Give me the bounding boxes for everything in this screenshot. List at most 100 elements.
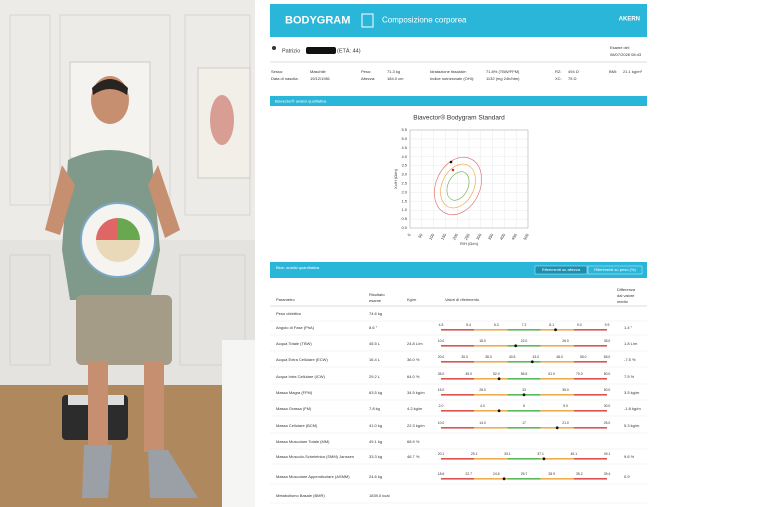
param: Massa Muscolo-Scheletrica (SMM) Janssen: [276, 454, 354, 459]
field-label: Peso:: [361, 69, 371, 74]
x-tick-label: 400: [499, 232, 507, 241]
ref-value: 56.5: [521, 372, 528, 376]
result: 45.5 L: [369, 341, 381, 346]
ref-segment: [441, 410, 475, 412]
param: Massa Magra (FFM): [276, 390, 313, 395]
ref-segment: [540, 458, 574, 460]
ref-segment: [474, 427, 508, 429]
ref-value: 45.0: [465, 372, 472, 376]
per-height: 46.7 %: [407, 454, 420, 459]
ref-segment: [507, 427, 541, 429]
field-label: Data di nascita:: [271, 76, 299, 81]
ref-value: 10.0: [438, 421, 445, 425]
ref-segment: [474, 458, 508, 460]
ref-value: 33.1: [504, 452, 511, 456]
ref-value: 65.0: [604, 355, 611, 359]
ref-segment: [507, 378, 541, 380]
ref-value: 24.6: [493, 472, 500, 476]
x-tick-label: 350: [487, 232, 495, 241]
ref-value: 33: [522, 388, 526, 392]
column-header: Differenza dal valore medio: [617, 287, 636, 304]
ref-segment: [507, 329, 541, 331]
ref-value: 14.0: [479, 421, 486, 425]
difference: -1.8 kg/m: [624, 406, 641, 411]
difference: 0.9: [624, 474, 630, 479]
y-tick-label: 1.0: [401, 207, 407, 212]
ref-value: 80.0: [604, 372, 611, 376]
field-value: 75 Ω: [568, 76, 577, 81]
result-marker: [555, 426, 559, 430]
tolerance-ellipse: [446, 171, 470, 201]
field-label: Altezza:: [361, 76, 375, 81]
field-value: 184.0 cm: [387, 76, 404, 81]
ref-segment: [540, 329, 574, 331]
ref-segment: [507, 361, 541, 363]
ref-segment: [573, 361, 607, 363]
ref-value: 48.0: [556, 355, 563, 359]
field-value: 71.3 kg: [387, 69, 400, 74]
ref-value: 21.0: [562, 421, 569, 425]
param: Massa Muscolare Totale (MM): [276, 439, 330, 444]
vector-point: [451, 168, 455, 172]
y-tick-label: 4.5: [401, 145, 407, 150]
ref-value: 49.1: [604, 452, 611, 456]
ref-segment: [540, 478, 574, 480]
ref-value: 10.0: [438, 339, 445, 343]
ref-value: 9.0: [577, 323, 582, 327]
param: Acqua Totale (TBW): [276, 341, 312, 346]
field-label: Idratazione tissutale:: [430, 69, 467, 74]
exam-date: 08/07/2026 08:43: [610, 52, 642, 57]
field-label: XC:: [555, 76, 562, 81]
x-tick-label: 300: [475, 232, 483, 241]
x-tick-label: 150: [440, 232, 448, 241]
ref-segment: [441, 394, 475, 396]
result: 49.1 kg: [369, 439, 382, 444]
per-height: 22.3 kg/m: [407, 423, 425, 428]
y-tick-label: 2.5: [401, 181, 407, 186]
result: 1839.0 kcal: [369, 493, 390, 498]
ref-segment: [573, 410, 607, 412]
result: 33.3 kg: [369, 454, 382, 459]
param: Peso obiettivo: [276, 311, 302, 316]
difference: -7.5 %: [624, 357, 636, 362]
x-tick-label: 0: [406, 232, 412, 237]
column-header: Parametro: [276, 297, 295, 302]
param: Metabolismo Basale (BMR): [276, 493, 325, 498]
ref-segment: [573, 378, 607, 380]
result: 41.0 kg: [369, 423, 382, 428]
ref-value: 35.0: [562, 388, 569, 392]
ref-value: 9.0: [563, 404, 568, 408]
difference: 1.8 L/m: [624, 341, 638, 346]
ref-value: 52.0: [493, 372, 500, 376]
chart-title: Biavector® Bodygram Standard: [413, 114, 505, 122]
ref-segment: [573, 458, 607, 460]
tolerance-ellipse: [440, 163, 476, 209]
y-tick-label: 5.0: [401, 136, 407, 141]
column-header: Kg/m: [407, 297, 417, 302]
ref-value: 35.2: [576, 472, 583, 476]
x-tick-label: 50: [417, 232, 424, 239]
result: 8.6 °: [369, 325, 378, 330]
header-title: Composizione corporea: [382, 16, 467, 25]
ref-value: 28.0: [479, 388, 486, 392]
per-height: 34.5 kg/m: [407, 390, 425, 395]
result-marker: [522, 393, 526, 397]
button-label[interactable]: Riferimenti su altezza: [542, 267, 581, 272]
field-value: 19/12/1981: [310, 76, 331, 81]
y-tick-label: 2.0: [401, 189, 407, 194]
result-marker: [514, 344, 518, 348]
patient-age: (ETÀ: 44): [337, 47, 361, 54]
button-label[interactable]: Riferimenti su peso (%): [594, 267, 636, 272]
button[interactable]: [534, 265, 588, 275]
button[interactable]: [587, 265, 643, 275]
ref-segment: [441, 345, 475, 347]
ref-value: 45.1: [570, 452, 577, 456]
x-tick-label: 250: [463, 232, 471, 241]
ref-value: 15.0: [438, 388, 445, 392]
ref-segment: [441, 361, 475, 363]
patient-name: Patrizio: [282, 48, 300, 54]
logo: AKERN: [619, 17, 640, 23]
ref-value: 5.4: [466, 323, 471, 327]
ref-value: 35.0: [438, 372, 445, 376]
brand: BODYGRAM: [285, 14, 350, 26]
